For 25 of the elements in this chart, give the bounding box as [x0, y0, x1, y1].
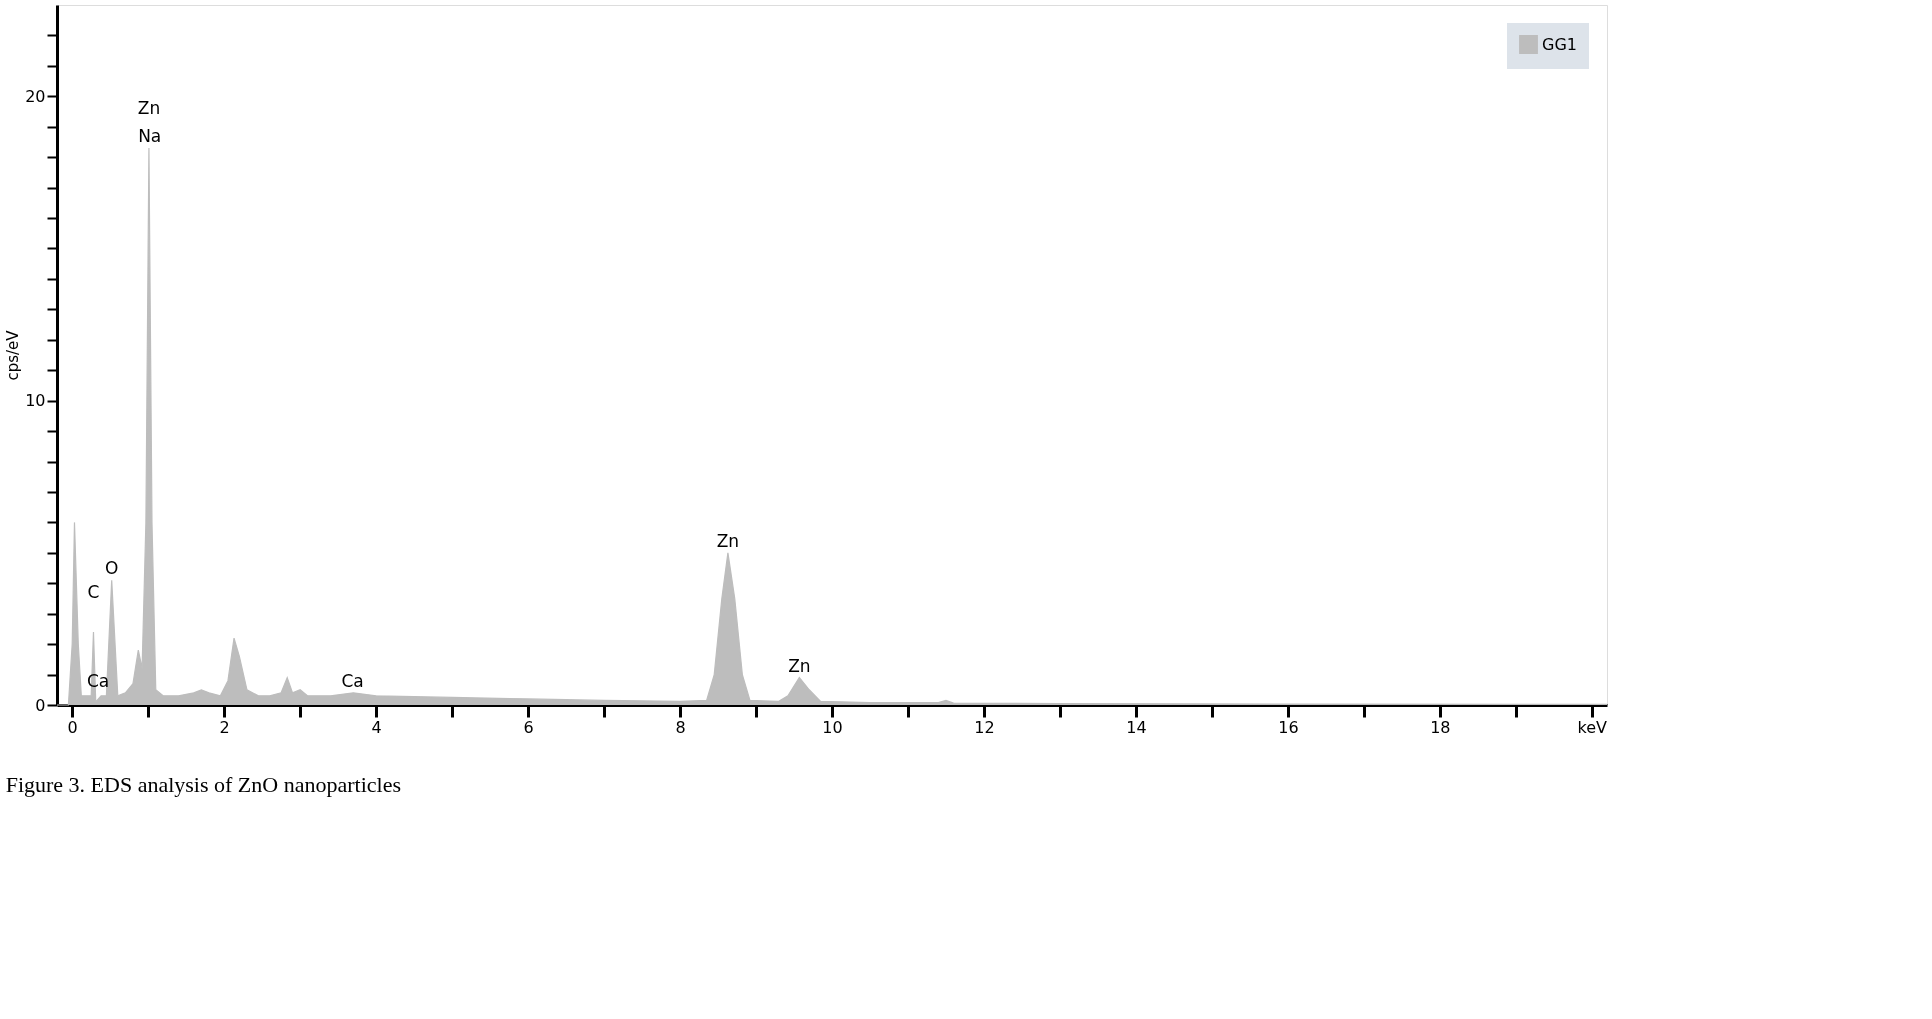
caption: Figure 3. EDS analysis of ZnO nanoparticles	[5, 772, 401, 797]
x-tick-label: 16	[1278, 717, 1299, 737]
y-tick-label: 0	[35, 695, 46, 715]
x-tick-label: 6	[523, 717, 534, 737]
annotation: C	[87, 581, 100, 602]
legend-label: GG1	[1542, 34, 1577, 54]
x-tick-label: 18	[1430, 717, 1451, 737]
annotation: Ca	[341, 670, 364, 691]
annotation: Ca	[86, 670, 110, 691]
x-tick-label: 8	[675, 717, 686, 737]
x-tick-label: keV	[1577, 717, 1608, 737]
annotation: Zn	[788, 655, 811, 676]
annotation: Na	[138, 126, 162, 147]
x-tick-label: 14	[1126, 717, 1147, 737]
x-tick-label: 10	[822, 717, 843, 737]
x-tick-label: 0	[67, 717, 78, 737]
x-tick-label: 2	[219, 717, 230, 737]
y-tick-label: 10	[25, 391, 46, 411]
y-tick-label: 20	[25, 86, 46, 106]
annotation: Zn	[716, 530, 740, 551]
x-tick-label: 12	[974, 717, 995, 737]
annotation: O	[105, 558, 119, 579]
annotation: Zn	[137, 98, 161, 119]
y-axis-title: cps/eV	[4, 329, 23, 381]
x-tick-label: 4	[371, 717, 382, 737]
